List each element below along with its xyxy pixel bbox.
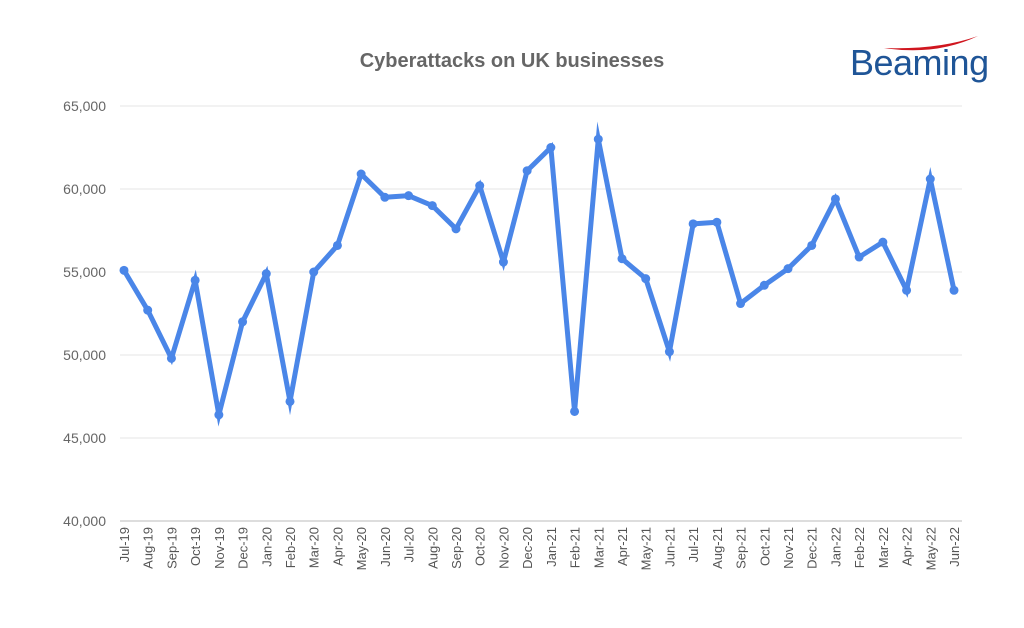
- x-tick-label: Dec-21: [805, 527, 820, 569]
- x-tick-label: Jun-21: [662, 527, 677, 567]
- y-tick-label: 50,000: [63, 347, 106, 363]
- data-point: [949, 285, 959, 295]
- swoosh-icon: [884, 36, 978, 51]
- x-tick-label: Sep-21: [734, 527, 749, 569]
- x-tick-label: Feb-22: [852, 527, 867, 568]
- data-point: [830, 194, 840, 204]
- data-point: [332, 240, 342, 250]
- y-tick-label: 55,000: [63, 264, 106, 280]
- data-point: [593, 134, 603, 144]
- x-tick-label: May-22: [923, 527, 938, 570]
- x-tick-label: Apr-22: [900, 527, 915, 566]
- x-tick-label: Feb-21: [568, 527, 583, 568]
- data-point: [878, 237, 888, 247]
- data-point: [475, 181, 485, 191]
- x-tick-label: Jul-21: [686, 527, 701, 562]
- x-tick-label: Mar-21: [591, 527, 606, 568]
- data-point: [902, 285, 912, 295]
- data-point: [404, 191, 414, 201]
- x-tick-label: Sep-19: [164, 527, 179, 569]
- data-point: [119, 265, 129, 275]
- x-tick-label: Jan-20: [259, 527, 274, 567]
- x-tick-label: Jul-19: [117, 527, 132, 562]
- data-point: [925, 174, 935, 184]
- y-tick-label: 65,000: [63, 98, 106, 114]
- data-point: [285, 396, 295, 406]
- x-tick-label: Sep-20: [449, 527, 464, 569]
- x-tick-label: Aug-19: [141, 527, 156, 569]
- x-axis: Jul-19 Aug-19 Sep-19 Oct-19 Nov-19 Dec-19 Jan-…: [117, 527, 962, 570]
- x-tick-label: May-21: [639, 527, 654, 570]
- brand-logo: Beaming: [846, 32, 989, 92]
- x-tick-label: Jun-22: [947, 527, 962, 567]
- x-tick-label: Nov-20: [496, 527, 511, 569]
- x-tick-label: Jun-20: [378, 527, 393, 567]
- x-tick-label: Dec-20: [520, 527, 535, 569]
- data-point: [664, 347, 674, 357]
- data-point: [451, 224, 461, 234]
- data-point: [736, 299, 746, 309]
- data-point: [570, 406, 580, 416]
- data-point: [380, 192, 390, 202]
- data-point: [522, 166, 532, 176]
- series: [119, 121, 959, 427]
- x-tick-label: Nov-21: [781, 527, 796, 569]
- x-tick-label: Oct-20: [473, 527, 488, 566]
- chart-title: Cyberattacks on UK businesses: [359, 50, 665, 72]
- data-point: [427, 201, 437, 211]
- data-point: [759, 280, 769, 290]
- data-point: [641, 274, 651, 284]
- data-point: [807, 240, 817, 250]
- x-tick-label: Jan-22: [828, 527, 843, 567]
- x-tick-label: Mar-22: [876, 527, 891, 568]
- x-tick-label: Aug-20: [425, 527, 440, 569]
- data-point: [546, 143, 556, 152]
- x-tick-label: Oct-21: [757, 527, 772, 566]
- data-point: [617, 254, 627, 264]
- data-point: [261, 269, 271, 279]
- x-tick-label: Feb-20: [283, 527, 298, 568]
- data-point: [166, 353, 176, 363]
- x-tick-label: May-20: [354, 527, 369, 570]
- data-point: [688, 219, 698, 229]
- y-tick-label: 40,000: [63, 513, 106, 529]
- x-tick-label: Aug-21: [710, 527, 725, 569]
- y-tick-label: 60,000: [63, 181, 106, 197]
- data-point: [712, 217, 722, 227]
- x-tick-label: Jul-20: [402, 527, 417, 562]
- series-line: [121, 121, 957, 427]
- data-point: [498, 257, 508, 267]
- data-point: [214, 410, 224, 420]
- x-tick-label: Nov-19: [212, 527, 227, 569]
- data-point: [190, 275, 200, 285]
- x-tick-label: Jan-21: [544, 527, 559, 567]
- brand-logo-text: Beaming: [850, 42, 989, 83]
- data-point: [854, 252, 864, 262]
- x-tick-label: Apr-21: [615, 527, 630, 566]
- x-tick-label: Mar-20: [307, 527, 322, 568]
- x-tick-label: Oct-19: [188, 527, 203, 566]
- x-tick-label: Dec-19: [236, 527, 251, 569]
- data-point: [356, 169, 366, 179]
- x-tick-label: Apr-20: [330, 527, 345, 566]
- data-point: [143, 305, 153, 315]
- gridlines: [120, 105, 962, 522]
- data-point: [309, 267, 319, 277]
- y-axis: 40,000 45,000 50,000 55,000 60,000 65,000: [63, 98, 106, 529]
- data-point: [238, 317, 248, 327]
- data-point: [783, 264, 793, 274]
- y-tick-label: 45,000: [63, 430, 106, 446]
